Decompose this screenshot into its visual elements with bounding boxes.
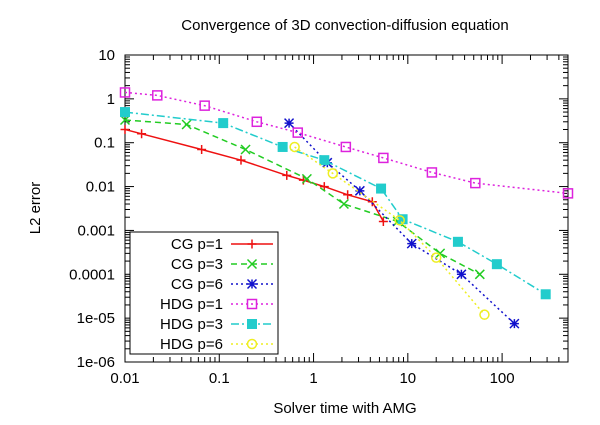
data-point (236, 155, 246, 165)
y-tick-label: 0.1 (94, 135, 115, 152)
legend-box (129, 231, 279, 355)
data-point (319, 182, 329, 192)
data-point (301, 173, 312, 184)
data-point (327, 168, 339, 179)
data-point (452, 236, 463, 247)
data-point (284, 118, 295, 129)
data-point (282, 170, 292, 180)
x-tick-label: 1 (309, 370, 317, 387)
data-point (218, 118, 229, 129)
data-point (120, 107, 130, 118)
legend: CG p=1 CG p=3 CG p=6 HDG p=1 HDG p=3 HDG p=6 (129, 231, 279, 355)
data-point (181, 119, 192, 130)
legend-label: CG p=1 (171, 236, 223, 253)
legend-marker (247, 319, 257, 329)
series-line-1 (125, 128, 385, 222)
y-tick-label: 10 (98, 47, 115, 64)
data-point (137, 129, 147, 139)
data-point (435, 248, 446, 259)
x-tick-label: 100 (490, 370, 515, 387)
plot-area: 0.01 0.1 1 10 100 10 1 0.1 0.01 0.001 0.0001 1e-05 1… (69, 47, 574, 387)
series-line-2 (125, 119, 481, 275)
data-point (394, 215, 405, 226)
data-point (292, 127, 304, 138)
legend-marker (246, 298, 258, 310)
y-tick-label: 1e-06 (77, 354, 115, 371)
data-point (277, 141, 288, 152)
x-axis-label: Solver time with AMG (273, 400, 416, 417)
legend-label: HDG p=6 (160, 336, 223, 353)
data-point (338, 198, 349, 210)
legend-marker (246, 338, 258, 350)
data-point (340, 141, 352, 153)
data-point (354, 185, 365, 196)
legend-label: HDG p=3 (160, 316, 223, 333)
data-point (199, 100, 210, 111)
legend-label: CG p=3 (171, 256, 223, 273)
data-point (376, 183, 387, 194)
legend-marker (247, 239, 257, 249)
data-point (562, 188, 574, 199)
x-tick-label: 0.1 (209, 370, 230, 387)
data-point (378, 152, 389, 164)
chart-title: Convergence of 3D convection-diffusion e… (181, 17, 508, 34)
data-point (120, 125, 130, 135)
data-point (430, 252, 442, 263)
data-point (251, 116, 263, 128)
y-tick-label: 0.01 (86, 179, 115, 196)
legend-label: HDG p=1 (160, 296, 223, 313)
data-point (456, 269, 467, 280)
data-point (406, 238, 417, 249)
x-tick-label: 10 (399, 370, 416, 387)
data-point (197, 145, 207, 155)
series-line-6 (294, 146, 486, 316)
legend-marker (246, 278, 258, 290)
data-point (319, 155, 330, 166)
data-point (378, 216, 388, 226)
data-point (509, 318, 520, 329)
y-axis-label: L2 error (27, 182, 44, 235)
x-tick-label: 0.01 (110, 370, 139, 387)
data-point (470, 177, 481, 189)
y-tick-label: 0.0001 (69, 266, 115, 283)
plot-frame (124, 54, 569, 363)
data-point (119, 87, 131, 98)
legend-label: CG p=6 (171, 276, 223, 293)
y-tick-label: 1 (107, 91, 115, 108)
data-point (240, 144, 251, 155)
data-point (426, 167, 438, 178)
data-point (474, 269, 485, 280)
data-point (479, 309, 490, 320)
data-point (152, 90, 163, 101)
data-point (491, 259, 502, 270)
data-point (289, 141, 300, 153)
data-point (540, 289, 551, 300)
legend-marker (246, 258, 258, 270)
series-line-4 (125, 91, 568, 195)
y-tick-label: 0.001 (77, 222, 115, 239)
data-point (343, 190, 353, 200)
y-tick-label: 1e-05 (77, 310, 115, 327)
